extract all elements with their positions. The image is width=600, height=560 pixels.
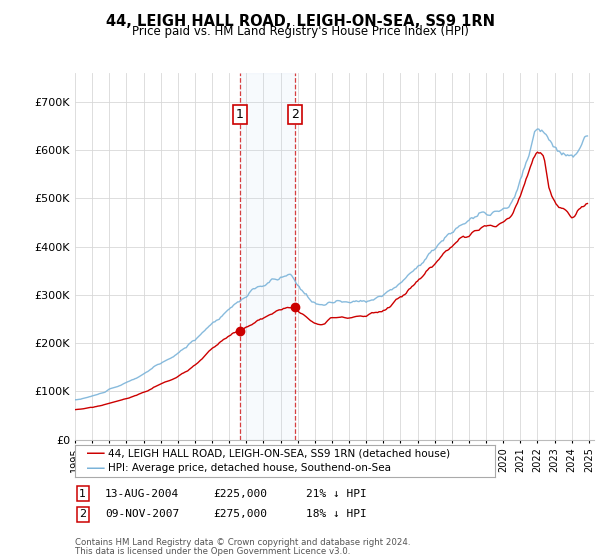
Text: 2: 2 [79, 509, 86, 519]
Text: Contains HM Land Registry data © Crown copyright and database right 2024.: Contains HM Land Registry data © Crown c… [75, 538, 410, 547]
Text: 1: 1 [79, 489, 86, 499]
Text: 21% ↓ HPI: 21% ↓ HPI [306, 489, 367, 499]
Text: 09-NOV-2007: 09-NOV-2007 [105, 509, 179, 519]
Text: —: — [86, 459, 106, 478]
Text: 44, LEIGH HALL ROAD, LEIGH-ON-SEA, SS9 1RN (detached house): 44, LEIGH HALL ROAD, LEIGH-ON-SEA, SS9 1… [108, 449, 450, 459]
Text: Price paid vs. HM Land Registry's House Price Index (HPI): Price paid vs. HM Land Registry's House … [131, 25, 469, 38]
Text: This data is licensed under the Open Government Licence v3.0.: This data is licensed under the Open Gov… [75, 547, 350, 556]
Text: 18% ↓ HPI: 18% ↓ HPI [306, 509, 367, 519]
Text: 2: 2 [292, 108, 299, 120]
Text: —: — [86, 444, 106, 463]
Text: £225,000: £225,000 [213, 489, 267, 499]
Text: £275,000: £275,000 [213, 509, 267, 519]
Bar [240, 73, 295, 440]
Text: 44, LEIGH HALL ROAD, LEIGH-ON-SEA, SS9 1RN: 44, LEIGH HALL ROAD, LEIGH-ON-SEA, SS9 1… [106, 14, 494, 29]
Text: 1: 1 [236, 108, 244, 120]
Text: 13-AUG-2004: 13-AUG-2004 [105, 489, 179, 499]
Text: HPI: Average price, detached house, Southend-on-Sea: HPI: Average price, detached house, Sout… [108, 463, 391, 473]
